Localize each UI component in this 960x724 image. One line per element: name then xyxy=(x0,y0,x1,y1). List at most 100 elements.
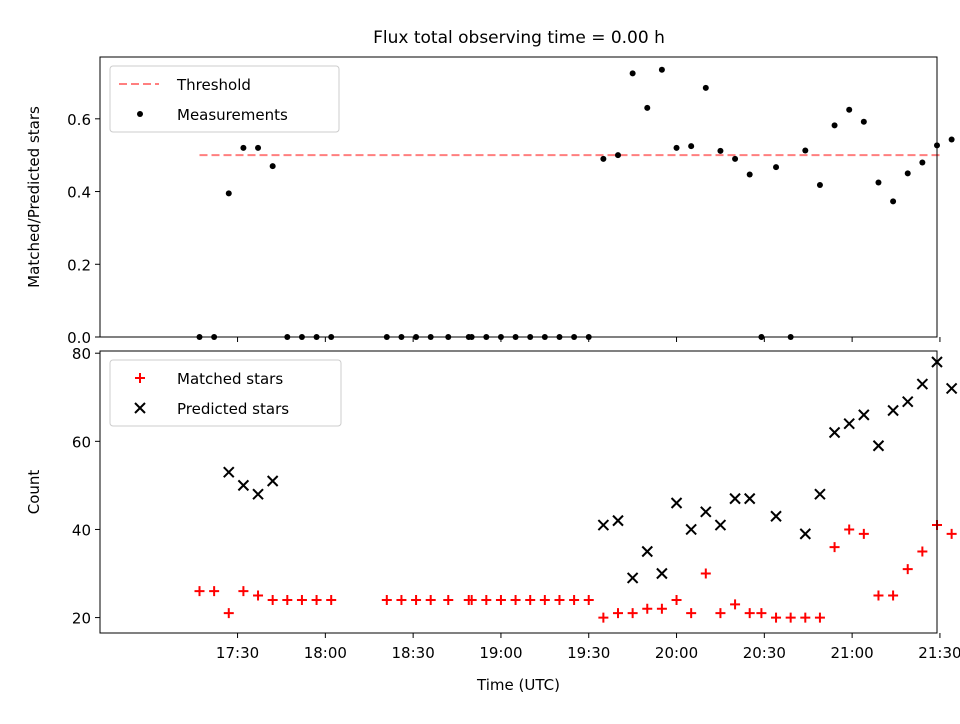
matched-stars-point xyxy=(888,590,899,601)
y-tick-label: 60 xyxy=(72,433,91,451)
matched-stars-point xyxy=(873,590,884,601)
y-tick-label: 40 xyxy=(72,521,91,539)
predicted-stars-point xyxy=(626,572,639,584)
matched-stars-point xyxy=(525,594,536,605)
x-tick-label: 20:30 xyxy=(743,644,786,662)
matched-stars-point xyxy=(917,546,928,557)
measurement-point xyxy=(773,164,780,171)
matched-stars-point xyxy=(311,594,322,605)
matched-stars-point xyxy=(730,599,741,610)
measurement-point xyxy=(732,155,739,162)
matched-stars-point xyxy=(194,586,205,597)
legend-predicted-swatch xyxy=(134,402,146,414)
predicted-stars-point xyxy=(872,440,885,452)
matched-stars-point xyxy=(495,594,506,605)
matched-stars-point xyxy=(756,608,767,619)
matched-stars-point xyxy=(539,594,550,605)
chart-title: Flux total observing time = 0.00 h xyxy=(373,28,665,48)
measurement-point xyxy=(919,159,926,166)
y-tick-label: 0.6 xyxy=(67,111,91,129)
y-tick-label: 0.0 xyxy=(67,329,91,347)
predicted-stars-point xyxy=(670,497,683,509)
predicted-stars-point xyxy=(597,519,610,531)
matched-stars-point xyxy=(425,594,436,605)
measurement-point xyxy=(802,147,809,154)
matched-stars-point xyxy=(642,603,653,614)
legend-label: Predicted stars xyxy=(177,400,289,418)
measurement-point xyxy=(816,182,823,188)
y-tick-label: 20 xyxy=(72,610,91,628)
x-axis-label: Time (UTC) xyxy=(476,676,560,694)
legend-measurements-swatch xyxy=(137,111,143,117)
predicted-stars-point xyxy=(916,378,929,390)
predicted-stars-point xyxy=(237,479,250,492)
matched-stars-point xyxy=(598,612,609,623)
matched-stars-point xyxy=(223,608,234,619)
predicted-stars-point xyxy=(729,492,741,505)
matched-stars-point xyxy=(785,612,796,623)
matched-stars-point xyxy=(209,586,220,597)
matched-stars-point xyxy=(282,594,293,605)
measurement-point xyxy=(240,144,247,151)
matched-stars-point xyxy=(715,608,726,619)
predicted-stars-point xyxy=(814,488,826,500)
matched-stars-point xyxy=(554,594,565,605)
x-tick-label: 18:30 xyxy=(392,644,435,662)
y-axis-label: Count xyxy=(25,470,43,515)
legend-label: Threshold xyxy=(176,76,251,94)
predicted-stars-point xyxy=(223,466,235,478)
measurement-point xyxy=(688,143,695,150)
matched-stars-point xyxy=(686,608,697,619)
matched-stars-point xyxy=(253,590,264,601)
measurement-point xyxy=(890,198,897,205)
predicted-stars-point xyxy=(700,506,712,518)
x-tick-label: 20:00 xyxy=(655,644,698,662)
matched-stars-point xyxy=(267,594,278,605)
matched-stars-point xyxy=(381,594,392,605)
matched-stars-point xyxy=(800,612,811,623)
bottom-axes: 20 40 60 80 17:30 18:00 18:30 19:00 19:30 20:00 20… xyxy=(25,345,960,694)
measurement-point xyxy=(600,155,607,162)
measurement-point xyxy=(629,70,636,77)
matched-stars-point xyxy=(744,608,755,619)
measurement-point xyxy=(644,104,651,111)
measurement-point xyxy=(831,122,838,129)
measurement-point xyxy=(615,152,622,159)
top-axes: 0.0 0.2 0.4 0.6 Matched/Predicted stars Thres… xyxy=(25,56,955,347)
matched-stars-point xyxy=(902,564,913,575)
measurement-point xyxy=(717,147,724,154)
predicted-stars-point xyxy=(685,523,697,536)
measurement-point xyxy=(948,136,955,143)
x-tick-label: 19:30 xyxy=(567,644,610,662)
axes-frame xyxy=(99,56,938,338)
matched-stars-point xyxy=(858,528,869,539)
matched-stars-point xyxy=(569,594,580,605)
matched-stars-point xyxy=(946,528,957,539)
y-tick-label: 0.2 xyxy=(67,256,91,274)
predicted-stars-point xyxy=(799,528,812,540)
predicted-stars-point xyxy=(902,395,914,408)
y-tick-label: 80 xyxy=(72,345,91,363)
predicted-stars-point xyxy=(858,409,870,421)
x-tick-label: 19:00 xyxy=(479,644,522,662)
matched-stars-point xyxy=(656,603,667,614)
predicted-stars-point xyxy=(887,404,899,417)
measurement-point xyxy=(673,144,680,151)
measurement-point xyxy=(746,171,753,178)
measurement-point xyxy=(658,66,665,73)
axes-frame xyxy=(99,350,938,634)
predicted-stars-point xyxy=(770,510,782,522)
x-tick-label: 17:30 xyxy=(216,644,259,662)
y-tick-label: 0.4 xyxy=(67,184,91,202)
predicted-stars-point xyxy=(656,567,668,580)
matched-stars-point xyxy=(326,594,337,605)
measurement-point xyxy=(225,190,232,197)
measurement-point xyxy=(860,118,867,125)
matched-stars-point xyxy=(814,612,825,623)
matched-stars-point xyxy=(627,608,638,619)
x-tick-label: 21:00 xyxy=(831,644,874,662)
measurement-point xyxy=(702,84,709,91)
predicted-stars-point xyxy=(828,426,841,439)
x-tick-label: 21:30 xyxy=(918,644,960,662)
